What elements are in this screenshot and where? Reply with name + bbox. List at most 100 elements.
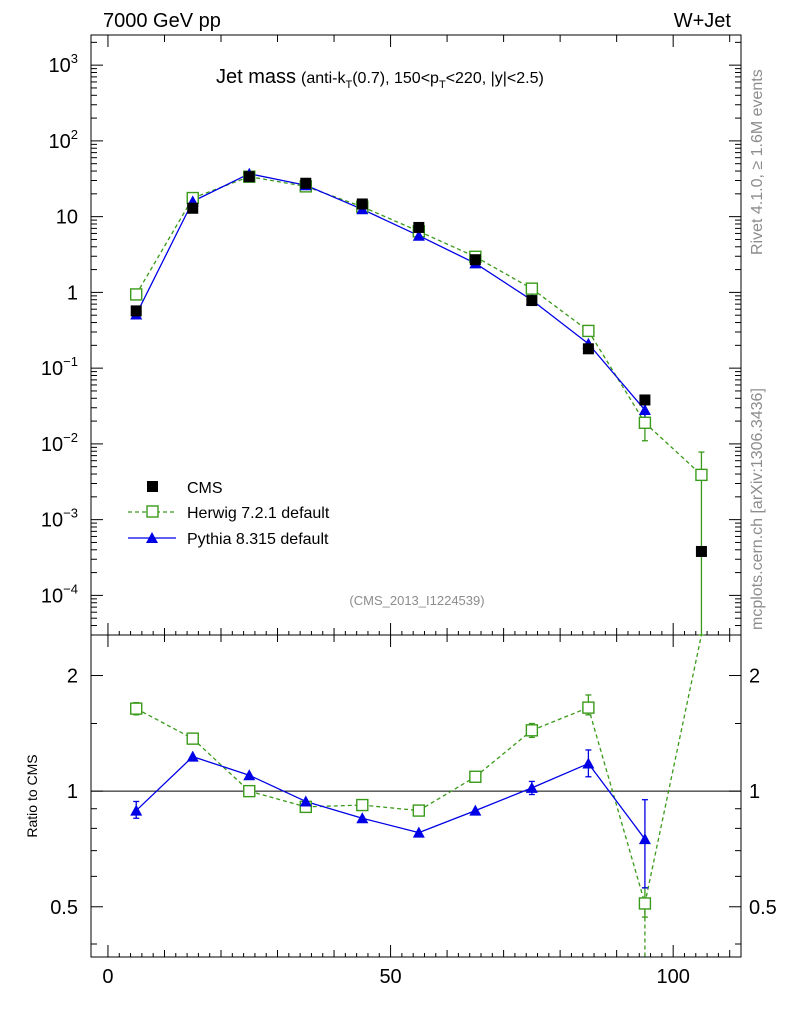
legend-herwig-label: Herwig 7.2.1 default xyxy=(187,505,330,522)
ratio-pythia-point xyxy=(186,750,199,762)
ratio-herwig-point xyxy=(469,770,482,783)
pythia-line-segment xyxy=(418,235,476,264)
source-label: mcplots.cern.ch [arXiv:1306.3436] xyxy=(749,388,766,630)
ratio-herwig-line-segment xyxy=(418,776,476,812)
pythia-line-segment xyxy=(135,201,194,315)
ratio-pythia-line-segment xyxy=(248,774,307,803)
legend-pythia-marker xyxy=(146,532,158,543)
cms-point xyxy=(356,198,368,210)
cms-point xyxy=(526,295,538,307)
y-tick-label: 10−1 xyxy=(41,354,78,380)
ratio-pythia-point xyxy=(299,795,312,807)
pythia-line-segment xyxy=(531,299,589,345)
ratio-herwig-point xyxy=(525,724,539,737)
herwig-point xyxy=(582,324,595,338)
ratio-pythia-line-segment xyxy=(192,755,250,776)
cms-point xyxy=(582,343,594,355)
ratio-pythia-point xyxy=(356,812,369,824)
herwig-line-segment xyxy=(418,230,476,258)
y-tick-label: 1 xyxy=(67,282,78,304)
x-tick-label: 50 xyxy=(379,966,401,988)
ratio-herwig-point xyxy=(582,701,595,714)
header-energy-label: 7000 GeV pp xyxy=(103,10,221,32)
ratio-herwig-line-segment xyxy=(192,738,250,792)
ratio-pythia-line-segment xyxy=(531,762,589,789)
ratio-pythia-line-segment xyxy=(305,800,363,819)
herwig-point xyxy=(638,416,652,429)
x-tick-label: 0 xyxy=(102,966,113,988)
cms-point xyxy=(243,171,255,183)
legend: CMS Herwig 7.2.1 default Pythia 8.315 de… xyxy=(128,480,330,548)
ratio-pythia-line-segment xyxy=(135,756,194,812)
ratio-pythia-point xyxy=(469,804,482,816)
pythia-line-segment xyxy=(305,184,363,210)
pythia-point xyxy=(638,404,651,416)
ratio-y-tick-label: 1 xyxy=(67,781,78,803)
ratio-herwig-line-segment xyxy=(305,804,363,808)
ratio-herwig-point xyxy=(638,897,652,910)
y-tick-label: 10−3 xyxy=(41,506,78,532)
ratio-herwig-line-segment xyxy=(135,708,194,740)
herwig-point xyxy=(695,468,708,482)
cms-point xyxy=(413,221,425,233)
cms-point xyxy=(469,254,481,266)
ratio-pythia-point xyxy=(638,833,651,845)
herwig-line-segment xyxy=(362,206,420,232)
herwig-point xyxy=(130,288,143,301)
ratio-herwig-point xyxy=(130,702,143,715)
legend-cms-marker xyxy=(147,481,158,492)
rivet-version-label: Rivet 4.1.0, ≥ 1.6M events xyxy=(749,69,766,255)
herwig-line-segment xyxy=(249,176,306,188)
y-tick-label: 10−2 xyxy=(41,430,78,456)
cms-point xyxy=(300,177,312,189)
axis-ticks: 10−4 10−3 10−2 10−1 1 10 102 103 0 50 100 0.5 0.5 1 1 2… xyxy=(41,35,777,988)
ratio-herwig-point xyxy=(243,784,256,798)
ratio-herwig-line-segment xyxy=(531,707,589,731)
legend-pythia-label: Pythia 8.315 default xyxy=(187,531,329,548)
ratio-herwig-point xyxy=(356,798,369,812)
y-tick-label: 102 xyxy=(49,127,78,153)
ratio-y-tick-label: 2 xyxy=(67,666,78,688)
ratio-herwig-line-segment xyxy=(249,790,306,808)
legend-cms-label: CMS xyxy=(187,480,223,497)
ratio-pythia-line-segment xyxy=(362,817,419,834)
herwig-line-segment xyxy=(531,288,589,332)
ratio-y-tick-label-right: 2 xyxy=(749,666,760,688)
x-tick-label: 100 xyxy=(656,966,689,988)
ratio-herwig-point xyxy=(412,804,426,817)
herwig-line-segment xyxy=(644,422,702,476)
cms-point xyxy=(639,394,651,406)
ratio-pythia-point xyxy=(243,769,256,781)
y-tick-label: 10−4 xyxy=(41,581,78,607)
ratio-panel-frame xyxy=(90,634,742,958)
ratio-herwig-point xyxy=(186,732,199,745)
ratio-pythia-line-segment xyxy=(587,763,646,840)
ratio-pythia-point xyxy=(130,804,143,816)
ratio-pythia-point xyxy=(525,781,538,793)
ratio-pythia-line-segment xyxy=(418,809,476,834)
ratio-y-tick-label: 0.5 xyxy=(50,897,78,919)
ratio-herwig-line-segment xyxy=(587,707,646,904)
cms-point xyxy=(130,305,142,317)
cms-point xyxy=(695,545,707,557)
herwig-line-segment xyxy=(135,197,194,295)
ratio-y-tick-label-right: 1 xyxy=(749,781,760,803)
pythia-line-segment xyxy=(362,208,420,237)
analysis-id-label: (CMS_2013_I1224539) xyxy=(349,593,484,608)
pythia-line-segment xyxy=(587,343,646,411)
ratio-y-axis-label: Ratio to CMS xyxy=(24,754,40,837)
pythia-line-segment xyxy=(192,173,250,202)
ratio-herwig-line-segment xyxy=(644,634,703,904)
herwig-line-segment xyxy=(475,256,533,290)
ratio-pythia-point xyxy=(582,757,595,769)
herwig-line-segment xyxy=(587,330,646,424)
legend-herwig-marker xyxy=(146,505,159,518)
pythia-line-segment xyxy=(249,173,306,186)
pythia-point xyxy=(412,229,425,241)
herwig-point xyxy=(525,282,539,295)
data-marks xyxy=(130,167,708,957)
header-process-label: W+Jet xyxy=(674,10,732,32)
y-tick-label: 10 xyxy=(56,207,78,229)
ratio-y-tick-label-right: 0.5 xyxy=(749,897,777,919)
cms-point xyxy=(187,202,199,214)
